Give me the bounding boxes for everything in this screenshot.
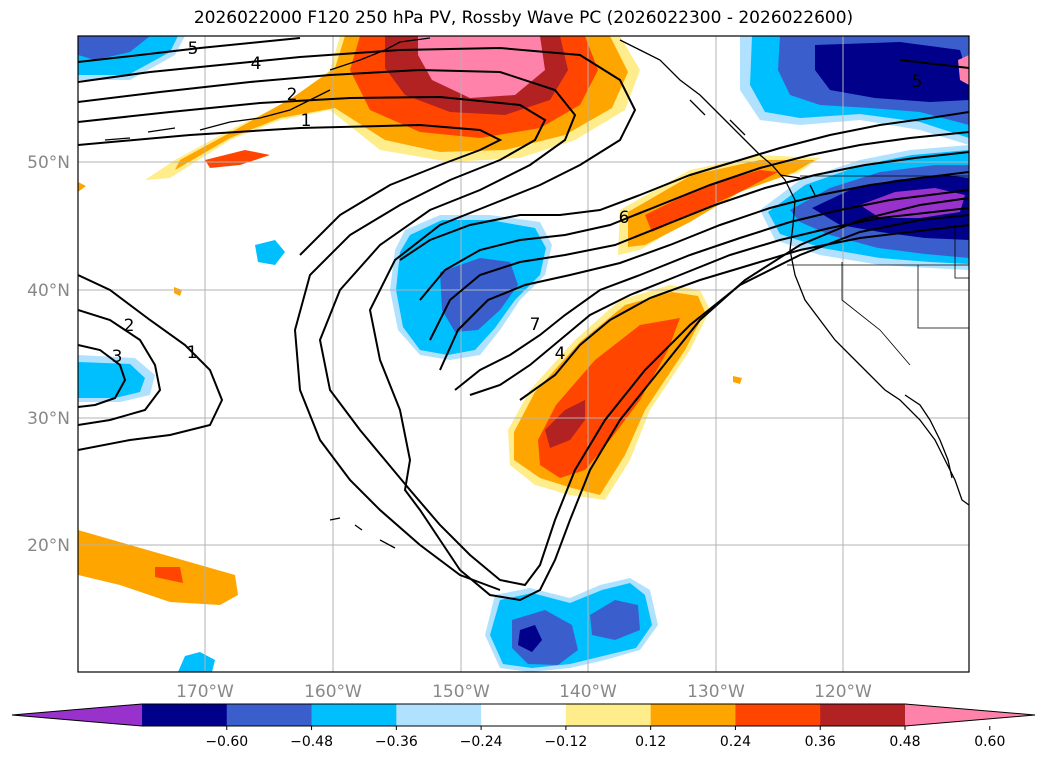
lat-label: 30°N <box>27 409 70 429</box>
colorbar-swatch <box>396 704 482 726</box>
colorbar-tick-label: −0.36 <box>375 734 418 750</box>
lat-labels: 50°N 40°N 30°N 20°N <box>27 153 70 556</box>
contour-label: 5 <box>912 72 923 92</box>
contour-label: 4 <box>251 54 262 74</box>
lon-label: 120°W <box>814 682 872 702</box>
coastlines <box>104 37 969 549</box>
contour-label: 3 <box>112 347 123 367</box>
lat-label: 20°N <box>27 536 70 556</box>
colorbar-tick-label: 0.36 <box>805 734 836 750</box>
contour-label: 2 <box>124 316 135 336</box>
lon-labels: 170°W 160°W 150°W 140°W 130°W 120°W <box>176 682 872 702</box>
lon-label: 130°W <box>687 682 745 702</box>
pv-shading <box>78 36 969 672</box>
lon-label: 160°W <box>304 682 362 702</box>
contour-label: 1 <box>187 343 198 363</box>
colorbar-extend-min <box>12 704 142 726</box>
colorbar-tick-label: −0.24 <box>460 734 503 750</box>
colorbar-swatch <box>820 704 906 726</box>
colorbar-swatch <box>311 704 397 726</box>
colorbar-swatch <box>142 704 228 726</box>
colorbar-tick-label: 0.48 <box>889 734 920 750</box>
contours <box>78 37 969 602</box>
contour-label: 1 <box>301 111 312 131</box>
lon-label: 140°W <box>559 682 617 702</box>
contour-label: 7 <box>530 315 541 335</box>
map-panel: 5 4 2 1 6 7 4 2 3 1 5 <box>78 36 969 672</box>
colorbar-extend-max <box>905 704 1035 726</box>
colorbar-tick-label: −0.12 <box>544 734 587 750</box>
lon-label: 170°W <box>176 682 234 702</box>
colorbar-swatch <box>565 704 652 726</box>
contour-label: 4 <box>555 344 566 364</box>
lat-label: 50°N <box>27 153 70 173</box>
colorbar-tick-label: 0.24 <box>720 734 751 750</box>
lon-label: 150°W <box>432 682 490 702</box>
contour-label: 5 <box>188 39 199 59</box>
map-title: 2026022000 F120 250 hPa PV, Rossby Wave … <box>193 8 854 28</box>
colorbar-tick-label: −0.60 <box>205 734 248 750</box>
graticule <box>78 36 969 672</box>
contour-labels: 5 4 2 1 6 7 4 2 3 1 5 <box>112 39 923 367</box>
contour-label: 6 <box>619 208 630 228</box>
colorbar: −0.60 −0.48 −0.36 −0.24 −0.12 0.12 0.24 0.36 0.4… <box>11 703 1036 750</box>
colorbar-swatch <box>481 704 567 726</box>
colorbar-tick-label: −0.48 <box>290 734 333 750</box>
contour-label: 2 <box>287 85 298 105</box>
colorbar-tick-label: 0.60 <box>974 734 1005 750</box>
colorbar-swatch <box>226 704 313 726</box>
colorbar-swatch <box>735 704 821 726</box>
colorbar-swatch <box>650 704 736 726</box>
lat-label: 40°N <box>27 281 70 301</box>
colorbar-tick-label: 0.12 <box>635 734 666 750</box>
map-frame <box>77 35 970 673</box>
colorbar-outline <box>11 703 1036 727</box>
